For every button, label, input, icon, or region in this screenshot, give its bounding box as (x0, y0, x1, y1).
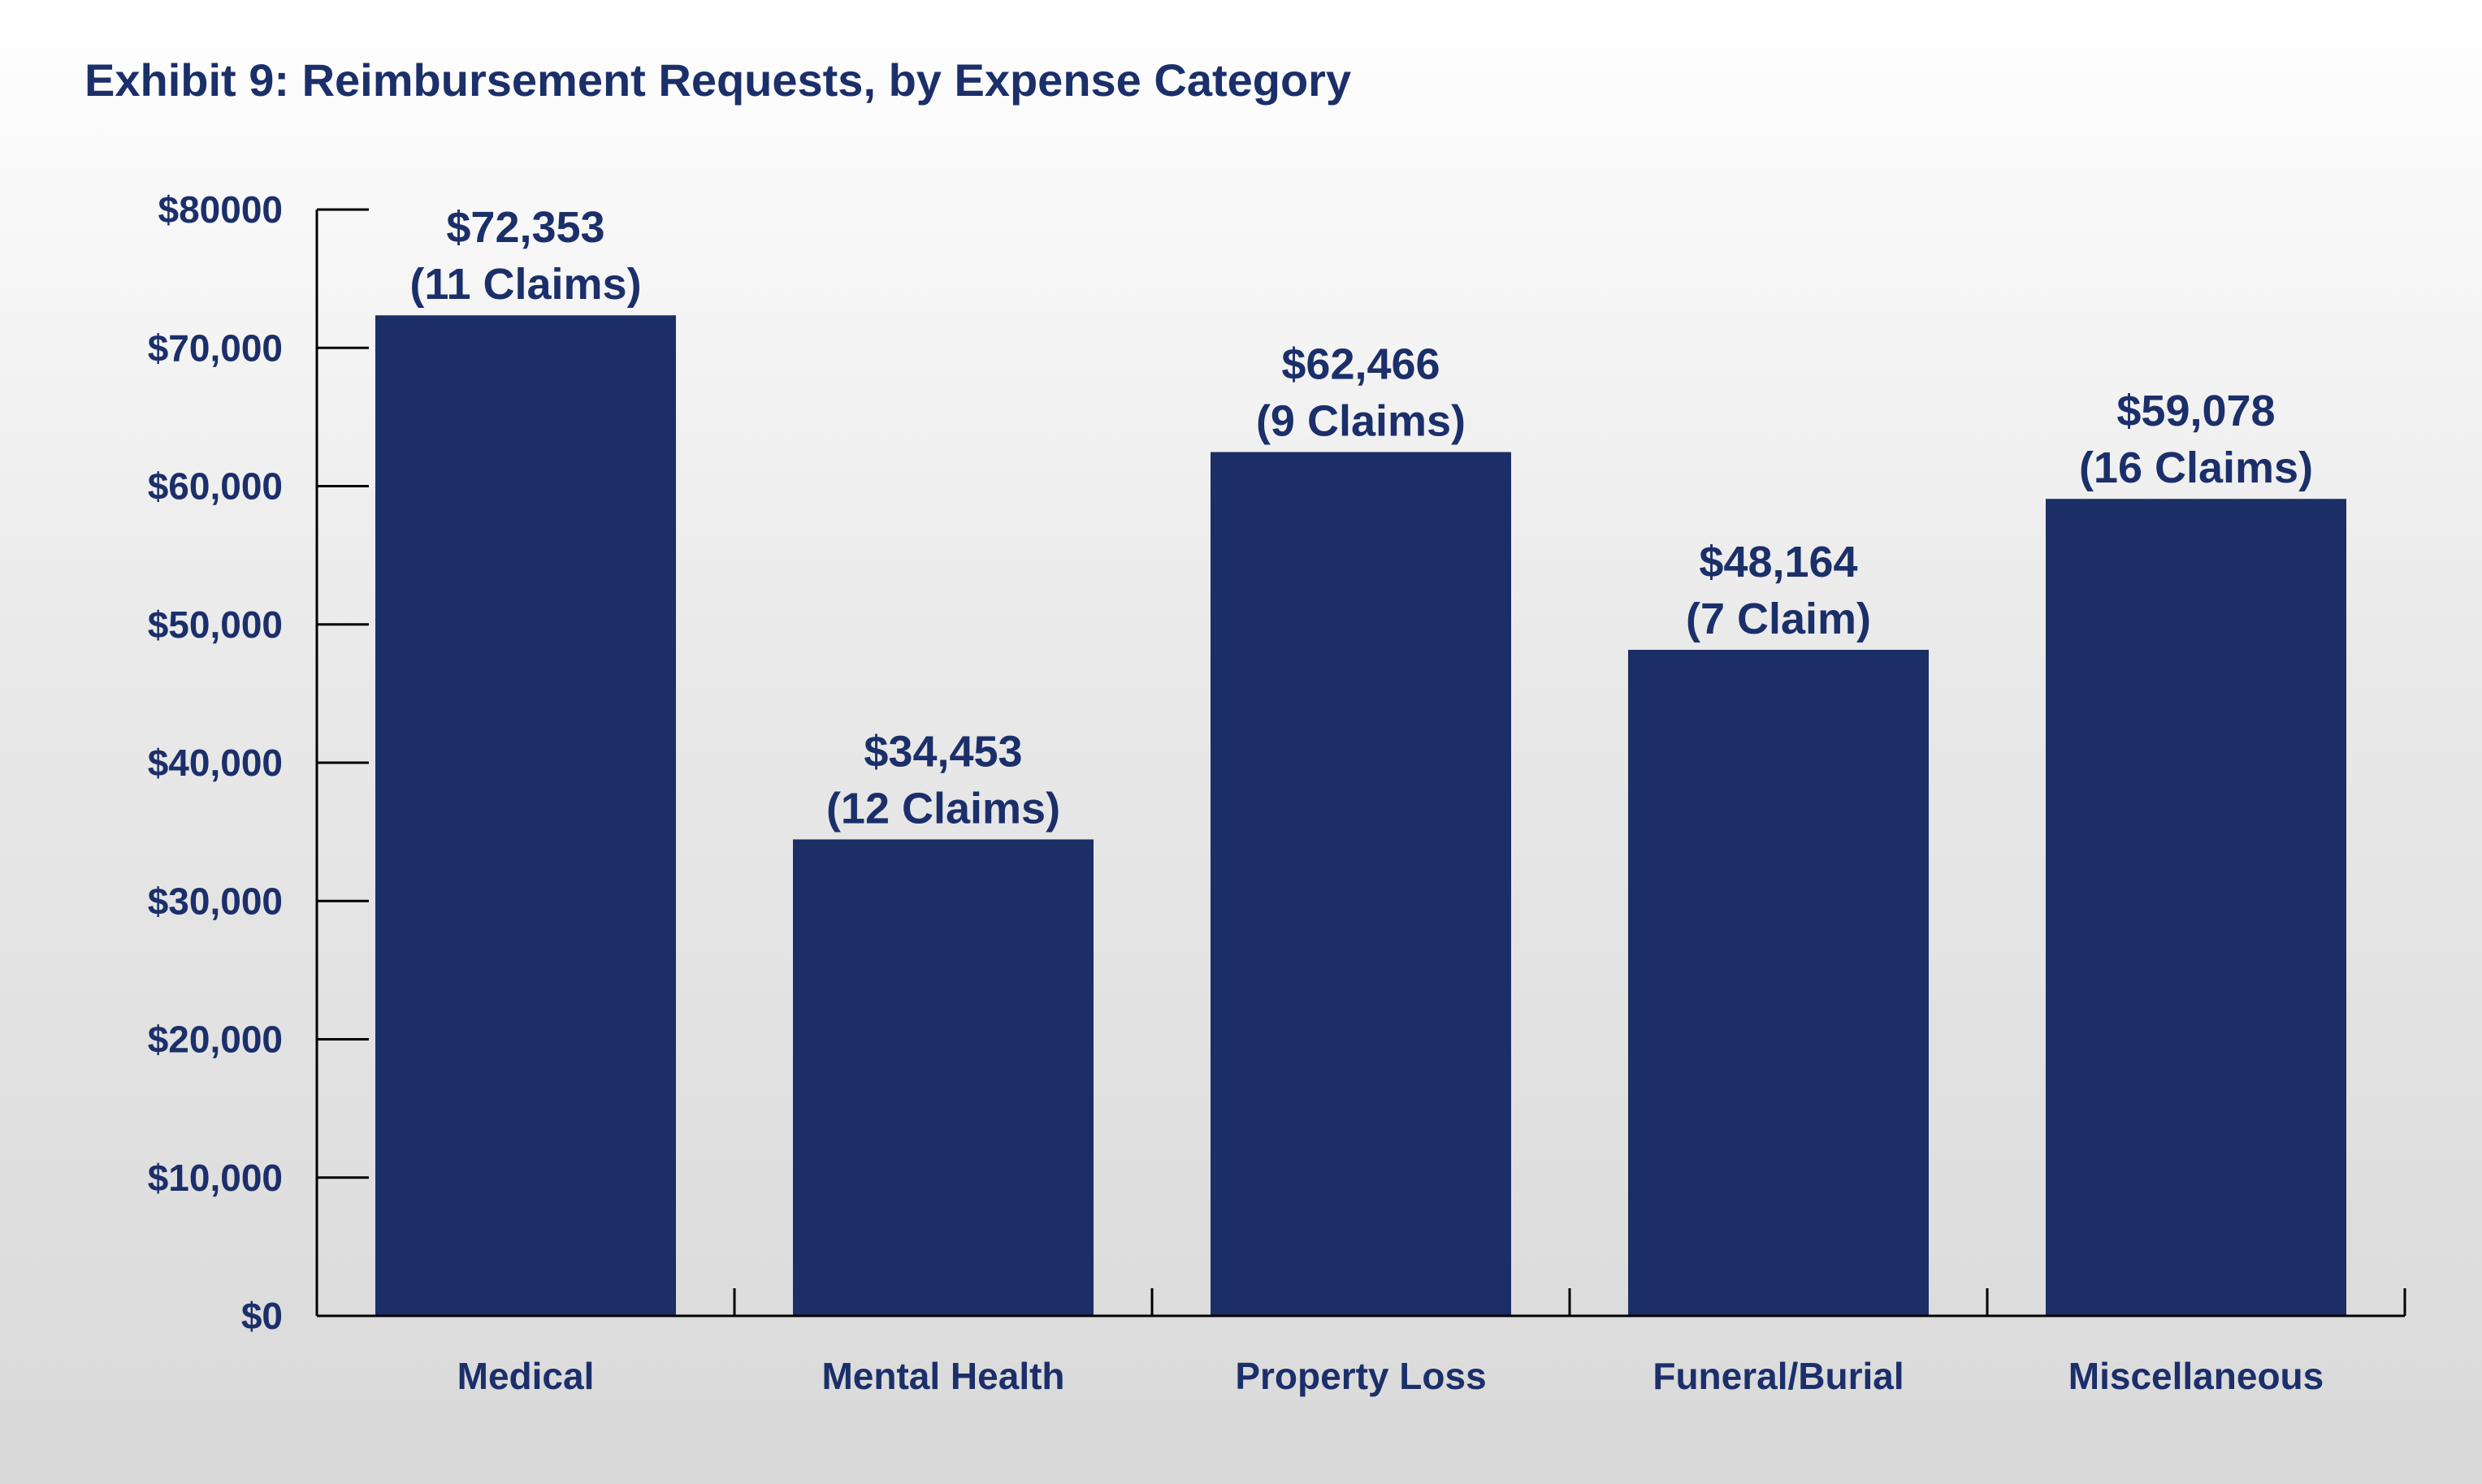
bar-funeral-burial (1628, 650, 1929, 1316)
data-label-claims: (7 Claim) (1686, 595, 1871, 643)
x-tick-label: Funeral/Burial (1653, 1355, 1904, 1397)
bar-miscellaneous (2046, 499, 2346, 1316)
y-tick-label: $70,000 (148, 327, 283, 369)
data-label-claims: (12 Claims) (826, 784, 1060, 833)
chart-title: Exhibit 9: Reimbursement Requests, by Ex… (84, 54, 1352, 106)
data-label-claims: (16 Claims) (2079, 443, 2313, 492)
y-tick-label: $20,000 (148, 1019, 283, 1061)
y-tick-label: $30,000 (148, 880, 283, 922)
data-label-amount: $34,453 (864, 727, 1022, 776)
y-tick-label: $40,000 (148, 742, 283, 784)
bar-medical (375, 315, 676, 1316)
bar-mental-health (793, 839, 1094, 1316)
y-tick-label: $0 (241, 1295, 283, 1337)
y-tick-label: $50,000 (148, 604, 283, 646)
data-label-claims: (9 Claims) (1256, 397, 1466, 446)
x-tick-label: Miscellaneous (2068, 1355, 2324, 1397)
bar-property-loss (1211, 452, 1511, 1316)
y-tick-label: $80000 (158, 188, 284, 231)
data-label-amount: $59,078 (2116, 387, 2275, 435)
x-tick-label: Medical (457, 1355, 595, 1397)
y-tick-label: $60,000 (148, 465, 283, 508)
y-tick-label: $10,000 (148, 1157, 283, 1199)
x-tick-label: Mental Health (821, 1355, 1064, 1397)
data-label-amount: $72,353 (446, 203, 604, 252)
data-label-amount: $48,164 (1699, 538, 1857, 586)
data-label-claims: (11 Claims) (409, 260, 641, 309)
x-tick-label: Property Loss (1235, 1355, 1486, 1397)
data-label-amount: $62,466 (1281, 340, 1440, 389)
